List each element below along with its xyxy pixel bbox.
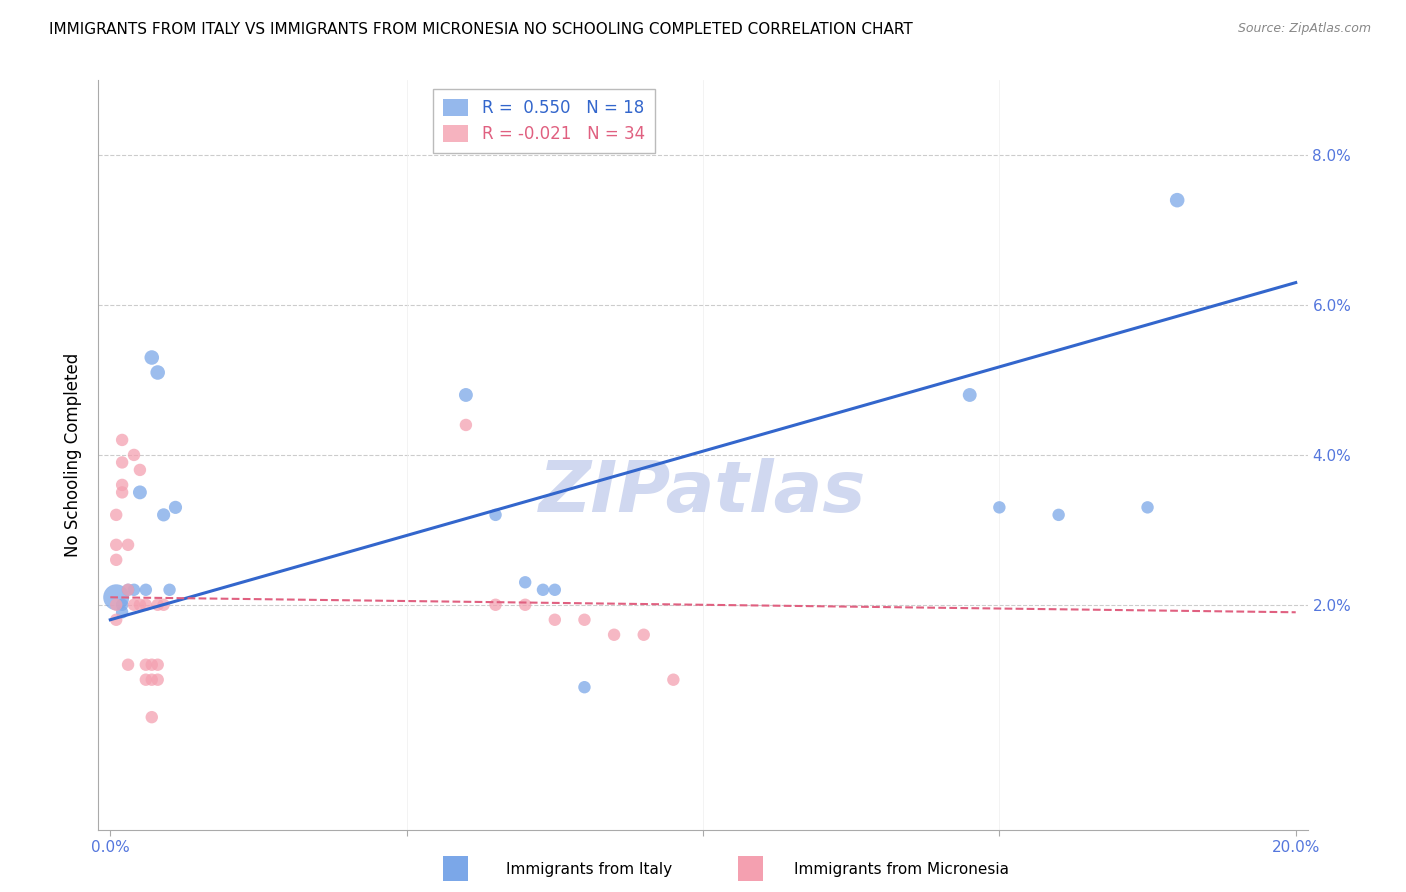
Point — [146, 366, 169, 380]
Text: IMMIGRANTS FROM ITALY VS IMMIGRANTS FROM MICRONESIA NO SCHOOLING COMPLETED CORRE: IMMIGRANTS FROM ITALY VS IMMIGRANTS FROM… — [49, 22, 912, 37]
Point — [129, 485, 152, 500]
Point — [574, 613, 596, 627]
Point — [141, 710, 163, 724]
Point — [111, 433, 134, 447]
Point — [662, 673, 685, 687]
Point — [146, 598, 169, 612]
Point — [105, 538, 128, 552]
Point — [117, 657, 139, 672]
Point — [111, 605, 134, 619]
Point — [105, 591, 128, 605]
Legend: R =  0.550   N = 18, R = -0.021   N = 34: R = 0.550 N = 18, R = -0.021 N = 34 — [433, 88, 655, 153]
Point — [959, 388, 981, 402]
Point — [484, 508, 506, 522]
Text: Immigrants from Italy: Immigrants from Italy — [506, 863, 672, 877]
Point — [454, 388, 477, 402]
Point — [544, 582, 567, 597]
Point — [117, 582, 139, 597]
Point — [574, 680, 596, 694]
Point — [515, 598, 537, 612]
Point — [531, 582, 554, 597]
Point — [117, 538, 139, 552]
Point — [129, 463, 152, 477]
Text: ZIPatlas: ZIPatlas — [540, 458, 866, 527]
Point — [129, 598, 152, 612]
Point — [1136, 500, 1159, 515]
Point — [111, 485, 134, 500]
Point — [1047, 508, 1070, 522]
Point — [454, 417, 477, 432]
Point — [135, 673, 157, 687]
Point — [146, 673, 169, 687]
Y-axis label: No Schooling Completed: No Schooling Completed — [65, 353, 83, 557]
Point — [105, 553, 128, 567]
Point — [515, 575, 537, 590]
Point — [117, 582, 139, 597]
Point — [122, 598, 145, 612]
Point — [135, 657, 157, 672]
Point — [141, 351, 163, 365]
Point — [484, 598, 506, 612]
Point — [135, 582, 157, 597]
Point — [111, 598, 134, 612]
Point — [146, 657, 169, 672]
Point — [135, 598, 157, 612]
Point — [111, 455, 134, 469]
Point — [122, 448, 145, 462]
Point — [603, 628, 626, 642]
Point — [544, 613, 567, 627]
Point — [105, 598, 128, 612]
Point — [159, 582, 181, 597]
Point — [141, 673, 163, 687]
Point — [988, 500, 1011, 515]
Point — [165, 500, 187, 515]
Point — [152, 598, 174, 612]
Point — [141, 657, 163, 672]
Point — [111, 478, 134, 492]
Point — [122, 582, 145, 597]
Point — [633, 628, 655, 642]
Point — [152, 508, 174, 522]
Text: Source: ZipAtlas.com: Source: ZipAtlas.com — [1237, 22, 1371, 36]
Text: Immigrants from Micronesia: Immigrants from Micronesia — [794, 863, 1010, 877]
Point — [105, 508, 128, 522]
Point — [1166, 193, 1188, 207]
Point — [105, 613, 128, 627]
